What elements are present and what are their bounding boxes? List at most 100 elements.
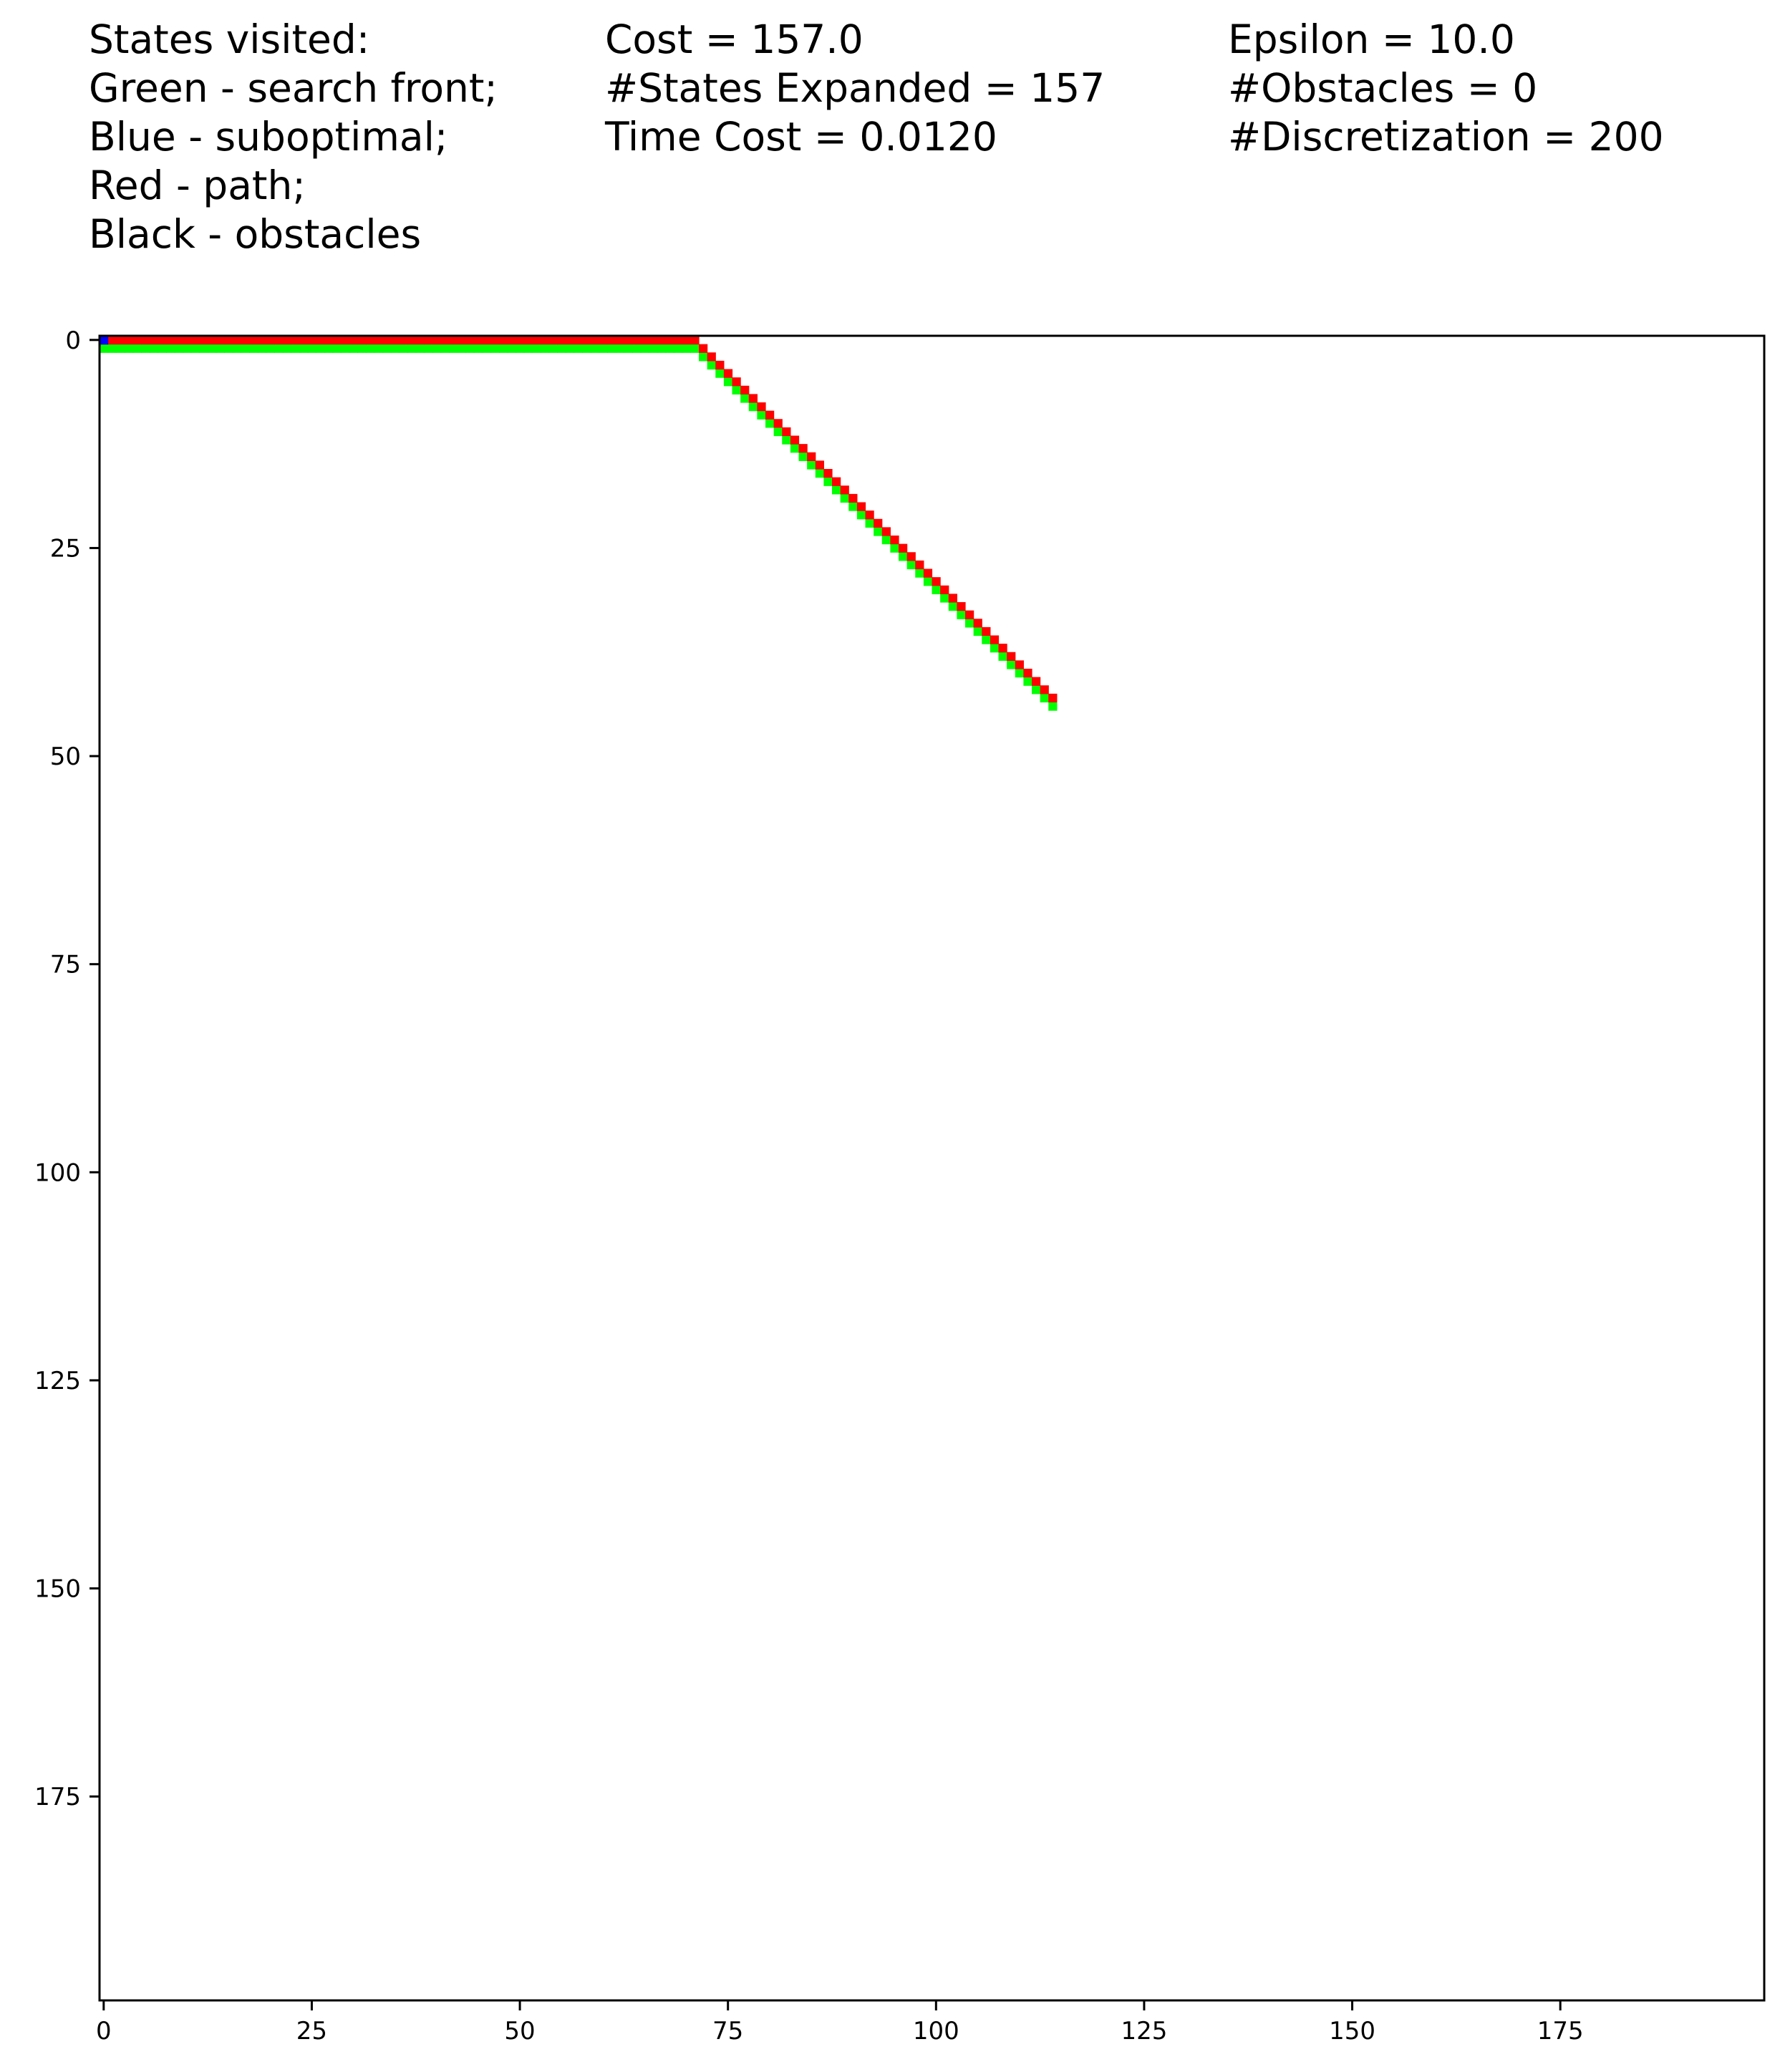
path-cell bbox=[707, 352, 716, 362]
path-cell bbox=[307, 336, 316, 345]
info-obstacles: #Obstacles = 0 bbox=[1228, 65, 1537, 111]
path-cell bbox=[640, 336, 649, 345]
path-cell bbox=[474, 336, 483, 345]
path-cell bbox=[732, 377, 741, 387]
search-front-cell bbox=[457, 344, 467, 353]
path-cell bbox=[374, 336, 383, 345]
search-front-cell bbox=[541, 344, 550, 353]
search-front-cell bbox=[674, 344, 683, 353]
search-front-cell bbox=[1048, 702, 1058, 711]
path-cell bbox=[690, 336, 700, 345]
path-cell bbox=[316, 336, 325, 345]
search-front-cell bbox=[765, 419, 775, 428]
path-cell bbox=[299, 336, 309, 345]
path-cell bbox=[516, 336, 525, 345]
search-front-cell bbox=[665, 344, 674, 353]
search-front-cell bbox=[332, 344, 342, 353]
path-cell bbox=[399, 336, 408, 345]
path-cell bbox=[840, 485, 849, 495]
x-tick-label: 25 bbox=[296, 2017, 327, 2046]
search-front-cell bbox=[1023, 677, 1032, 686]
info-blue-legend: Blue - suboptimal; bbox=[89, 114, 448, 160]
path-cell bbox=[890, 536, 899, 545]
x-tick-label: 0 bbox=[96, 2017, 112, 2046]
path-cell bbox=[998, 644, 1007, 653]
search-front-cell bbox=[224, 344, 233, 353]
search-front-cell bbox=[490, 344, 500, 353]
path-cell bbox=[1040, 685, 1049, 694]
search-front-cell bbox=[599, 344, 608, 353]
info-time-cost: Time Cost = 0.0120 bbox=[604, 114, 997, 160]
path-cell bbox=[1023, 669, 1032, 678]
search-front-cell bbox=[899, 552, 908, 561]
search-front-cell bbox=[291, 344, 300, 353]
path-cell bbox=[1048, 693, 1058, 703]
path-cell bbox=[940, 585, 949, 594]
search-front-cell bbox=[141, 344, 150, 353]
y-tick-label: 100 bbox=[34, 1158, 81, 1187]
search-front-cell bbox=[574, 344, 583, 353]
path-cell bbox=[782, 427, 791, 437]
search-front-cell bbox=[166, 344, 175, 353]
search-front-cell bbox=[199, 344, 208, 353]
search-front-cell bbox=[840, 493, 849, 503]
info-cost-column: Cost = 157.0 #States Expanded = 157 Time… bbox=[604, 16, 1105, 160]
path-cell bbox=[274, 336, 284, 345]
search-front-cell bbox=[881, 536, 891, 545]
search-front-cell bbox=[357, 344, 367, 353]
search-front-cell bbox=[590, 344, 600, 353]
x-tick-label: 75 bbox=[712, 2017, 743, 2046]
search-front-cell bbox=[682, 344, 691, 353]
path-cell bbox=[624, 336, 633, 345]
path-cell bbox=[341, 336, 350, 345]
path-cell bbox=[798, 444, 808, 453]
path-cell bbox=[715, 360, 725, 370]
path-cell bbox=[649, 336, 658, 345]
search-front-cell bbox=[474, 344, 483, 353]
y-tick-label: 50 bbox=[50, 742, 81, 771]
path-cell bbox=[757, 402, 766, 412]
path-cell bbox=[241, 336, 250, 345]
info-red-legend: Red - path; bbox=[89, 163, 306, 208]
search-front-cell bbox=[233, 344, 242, 353]
search-front-cell bbox=[374, 344, 383, 353]
search-front-cell bbox=[116, 344, 125, 353]
path-cell bbox=[357, 336, 367, 345]
x-tick-label: 125 bbox=[1121, 2017, 1167, 2046]
search-front-cell bbox=[282, 344, 291, 353]
search-front-cell bbox=[499, 344, 508, 353]
path-cell bbox=[965, 610, 974, 619]
path-cell bbox=[407, 336, 417, 345]
plot-area bbox=[100, 336, 1764, 2000]
search-front-cell bbox=[132, 344, 142, 353]
path-cell bbox=[141, 336, 150, 345]
search-front-cell bbox=[790, 444, 800, 453]
path-cell bbox=[856, 502, 866, 511]
search-front-cell bbox=[690, 344, 700, 353]
search-front-cell bbox=[748, 402, 758, 412]
search-front-cell bbox=[249, 344, 258, 353]
search-front-cell bbox=[699, 352, 708, 362]
search-front-cell bbox=[732, 385, 741, 394]
info-block: States visited: Green - search front; Bl… bbox=[89, 16, 1664, 257]
search-front-cell bbox=[516, 344, 525, 353]
search-front-cell bbox=[349, 344, 358, 353]
path-cell bbox=[116, 336, 125, 345]
path-cell bbox=[748, 394, 758, 403]
search-front-cell bbox=[990, 644, 1000, 653]
path-cell bbox=[823, 469, 833, 478]
path-cell bbox=[440, 336, 450, 345]
grid-plot: 0 25 50 75 100 125 150 175 0 25 50 75 100 125 150 175 bbox=[34, 326, 1766, 2046]
path-cell bbox=[216, 336, 225, 345]
y-axis: 0 25 50 75 100 125 150 175 bbox=[34, 326, 100, 1811]
search-front-cell bbox=[390, 344, 400, 353]
info-params-column: Epsilon = 10.0 #Obstacles = 0 #Discretiz… bbox=[1228, 16, 1664, 160]
info-black-legend: Black - obstacles bbox=[89, 211, 421, 257]
path-cell bbox=[449, 336, 458, 345]
x-tick-label: 100 bbox=[913, 2017, 959, 2046]
search-front-cell bbox=[432, 344, 442, 353]
search-front-cell bbox=[1040, 693, 1049, 703]
path-cell bbox=[740, 385, 750, 394]
search-front-cell bbox=[807, 460, 816, 470]
path-cell bbox=[166, 336, 175, 345]
